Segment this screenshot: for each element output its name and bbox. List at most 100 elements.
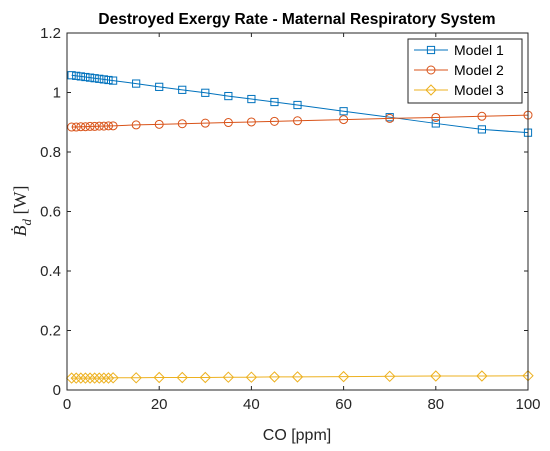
data-point-model-2 (154, 119, 164, 129)
data-point-model-3 (75, 372, 87, 384)
data-point-model-3 (245, 371, 258, 383)
chart-title: Destroyed Exergy Rate - Maternal Respira… (98, 11, 495, 28)
y-axis-label: Ḃd [W] (10, 186, 34, 237)
data-point-model-2 (94, 121, 104, 131)
data-point-model-2 (269, 116, 279, 126)
data-point-model-1 (270, 97, 279, 107)
data-point-model-1 (339, 107, 348, 116)
data-point-model-1 (76, 72, 85, 81)
data-point-model-2 (131, 120, 141, 130)
y-tick-label: 0.2 (40, 323, 61, 340)
data-point-model-1 (85, 73, 95, 82)
data-point-model-3 (199, 371, 212, 384)
data-point-model-2 (80, 122, 90, 132)
data-point-model-3 (222, 371, 235, 383)
data-point-model-2 (99, 121, 109, 131)
data-point-model-1 (72, 71, 81, 80)
data-point-model-2 (431, 112, 441, 122)
series-model-1 (67, 71, 533, 137)
data-point-model-2 (385, 113, 395, 123)
legend-label: Model 1 (454, 42, 504, 58)
data-point-model-1 (90, 74, 99, 83)
data-point-model-1 (99, 75, 108, 84)
data-point-model-1 (104, 75, 113, 85)
legend-entry-model-1: Model 1 (414, 42, 504, 58)
data-point-model-1 (293, 100, 302, 110)
axes-layer: 0 20 40 60 80 100 0 0.2 0.4 0.6 0.8 1 1.2 (40, 25, 540, 413)
data-point-model-2 (90, 121, 100, 131)
y-tick-label: 0.6 (40, 204, 61, 221)
x-tick-label: 80 (427, 396, 444, 413)
data-point-model-3 (70, 372, 82, 384)
y-tick-label: 0.4 (40, 263, 61, 280)
data-point-model-2 (339, 115, 349, 125)
data-point-model-3 (102, 372, 115, 384)
series-model-3 (65, 370, 534, 384)
y-axis-label-subscript: d (19, 218, 34, 225)
data-point-model-1 (81, 72, 90, 82)
data-point-model-2 (223, 118, 233, 128)
data-point-model-3 (79, 372, 92, 384)
data-point-model-1 (477, 125, 486, 134)
data-point-model-2 (71, 122, 81, 132)
data-point-model-3 (176, 371, 188, 384)
data-point-model-2 (103, 121, 113, 131)
y-axis-label-unit: [W] (10, 186, 30, 219)
y-tick-label: 0.8 (40, 144, 61, 161)
data-point-model-1 (155, 82, 164, 91)
y-tick-label: 0 (53, 382, 61, 399)
data-point-model-2 (200, 118, 210, 128)
series-layer (65, 71, 534, 384)
y-tick-label: 1.2 (40, 25, 61, 42)
legend-marker (426, 45, 436, 55)
data-point-model-3 (383, 370, 396, 383)
data-point-model-1 (132, 79, 141, 88)
data-point-model-2 (108, 121, 118, 131)
data-point-model-3 (93, 372, 105, 384)
data-point-model-1 (201, 88, 210, 97)
legend-label: Model 3 (454, 82, 504, 98)
x-tick-label: 20 (151, 396, 168, 413)
data-point-model-3 (430, 370, 442, 382)
data-point-model-1 (95, 74, 104, 83)
data-point-model-3 (130, 372, 142, 384)
data-point-model-1 (67, 71, 76, 80)
data-point-model-2 (246, 117, 256, 127)
series-model-2 (67, 110, 533, 132)
data-point-model-2 (85, 121, 95, 131)
legend-marker (425, 84, 437, 96)
data-point-model-3 (268, 371, 281, 383)
x-tick-label: 60 (335, 396, 352, 413)
data-point-model-3 (65, 372, 78, 384)
data-point-model-1 (247, 94, 256, 104)
series-line-model-3 (71, 375, 529, 379)
x-tick-label: 100 (515, 396, 540, 413)
data-point-model-3 (337, 370, 350, 383)
data-point-model-2 (76, 122, 86, 132)
data-point-model-1 (224, 91, 233, 101)
data-point-model-2 (177, 119, 187, 129)
legend-entry-model-3: Model 3 (414, 82, 504, 98)
data-point-model-2 (67, 122, 77, 132)
data-point-model-3 (98, 372, 110, 384)
data-point-model-2 (293, 116, 302, 126)
series-line-model-1 (71, 74, 529, 134)
x-tick-label: 40 (243, 396, 260, 413)
y-tick-label: 1 (53, 85, 61, 102)
legend-marker (426, 65, 436, 75)
data-point-model-2 (477, 111, 487, 121)
y-axis-label-main: Ḃ (10, 225, 30, 236)
x-axis-label: CO [ppm] (263, 427, 331, 444)
data-point-model-3 (107, 372, 119, 384)
data-point-model-1 (109, 76, 118, 85)
data-point-model-3 (88, 372, 101, 384)
data-point-model-1 (178, 85, 187, 94)
data-point-model-3 (153, 371, 165, 384)
x-tick-label: 0 (63, 396, 71, 413)
data-point-model-3 (84, 372, 96, 384)
legend-entry-model-2: Model 2 (414, 62, 504, 78)
legend: Model 1 Model 2 Model 3 (407, 38, 523, 104)
data-point-model-1 (431, 119, 440, 128)
data-point-model-3 (476, 370, 488, 382)
